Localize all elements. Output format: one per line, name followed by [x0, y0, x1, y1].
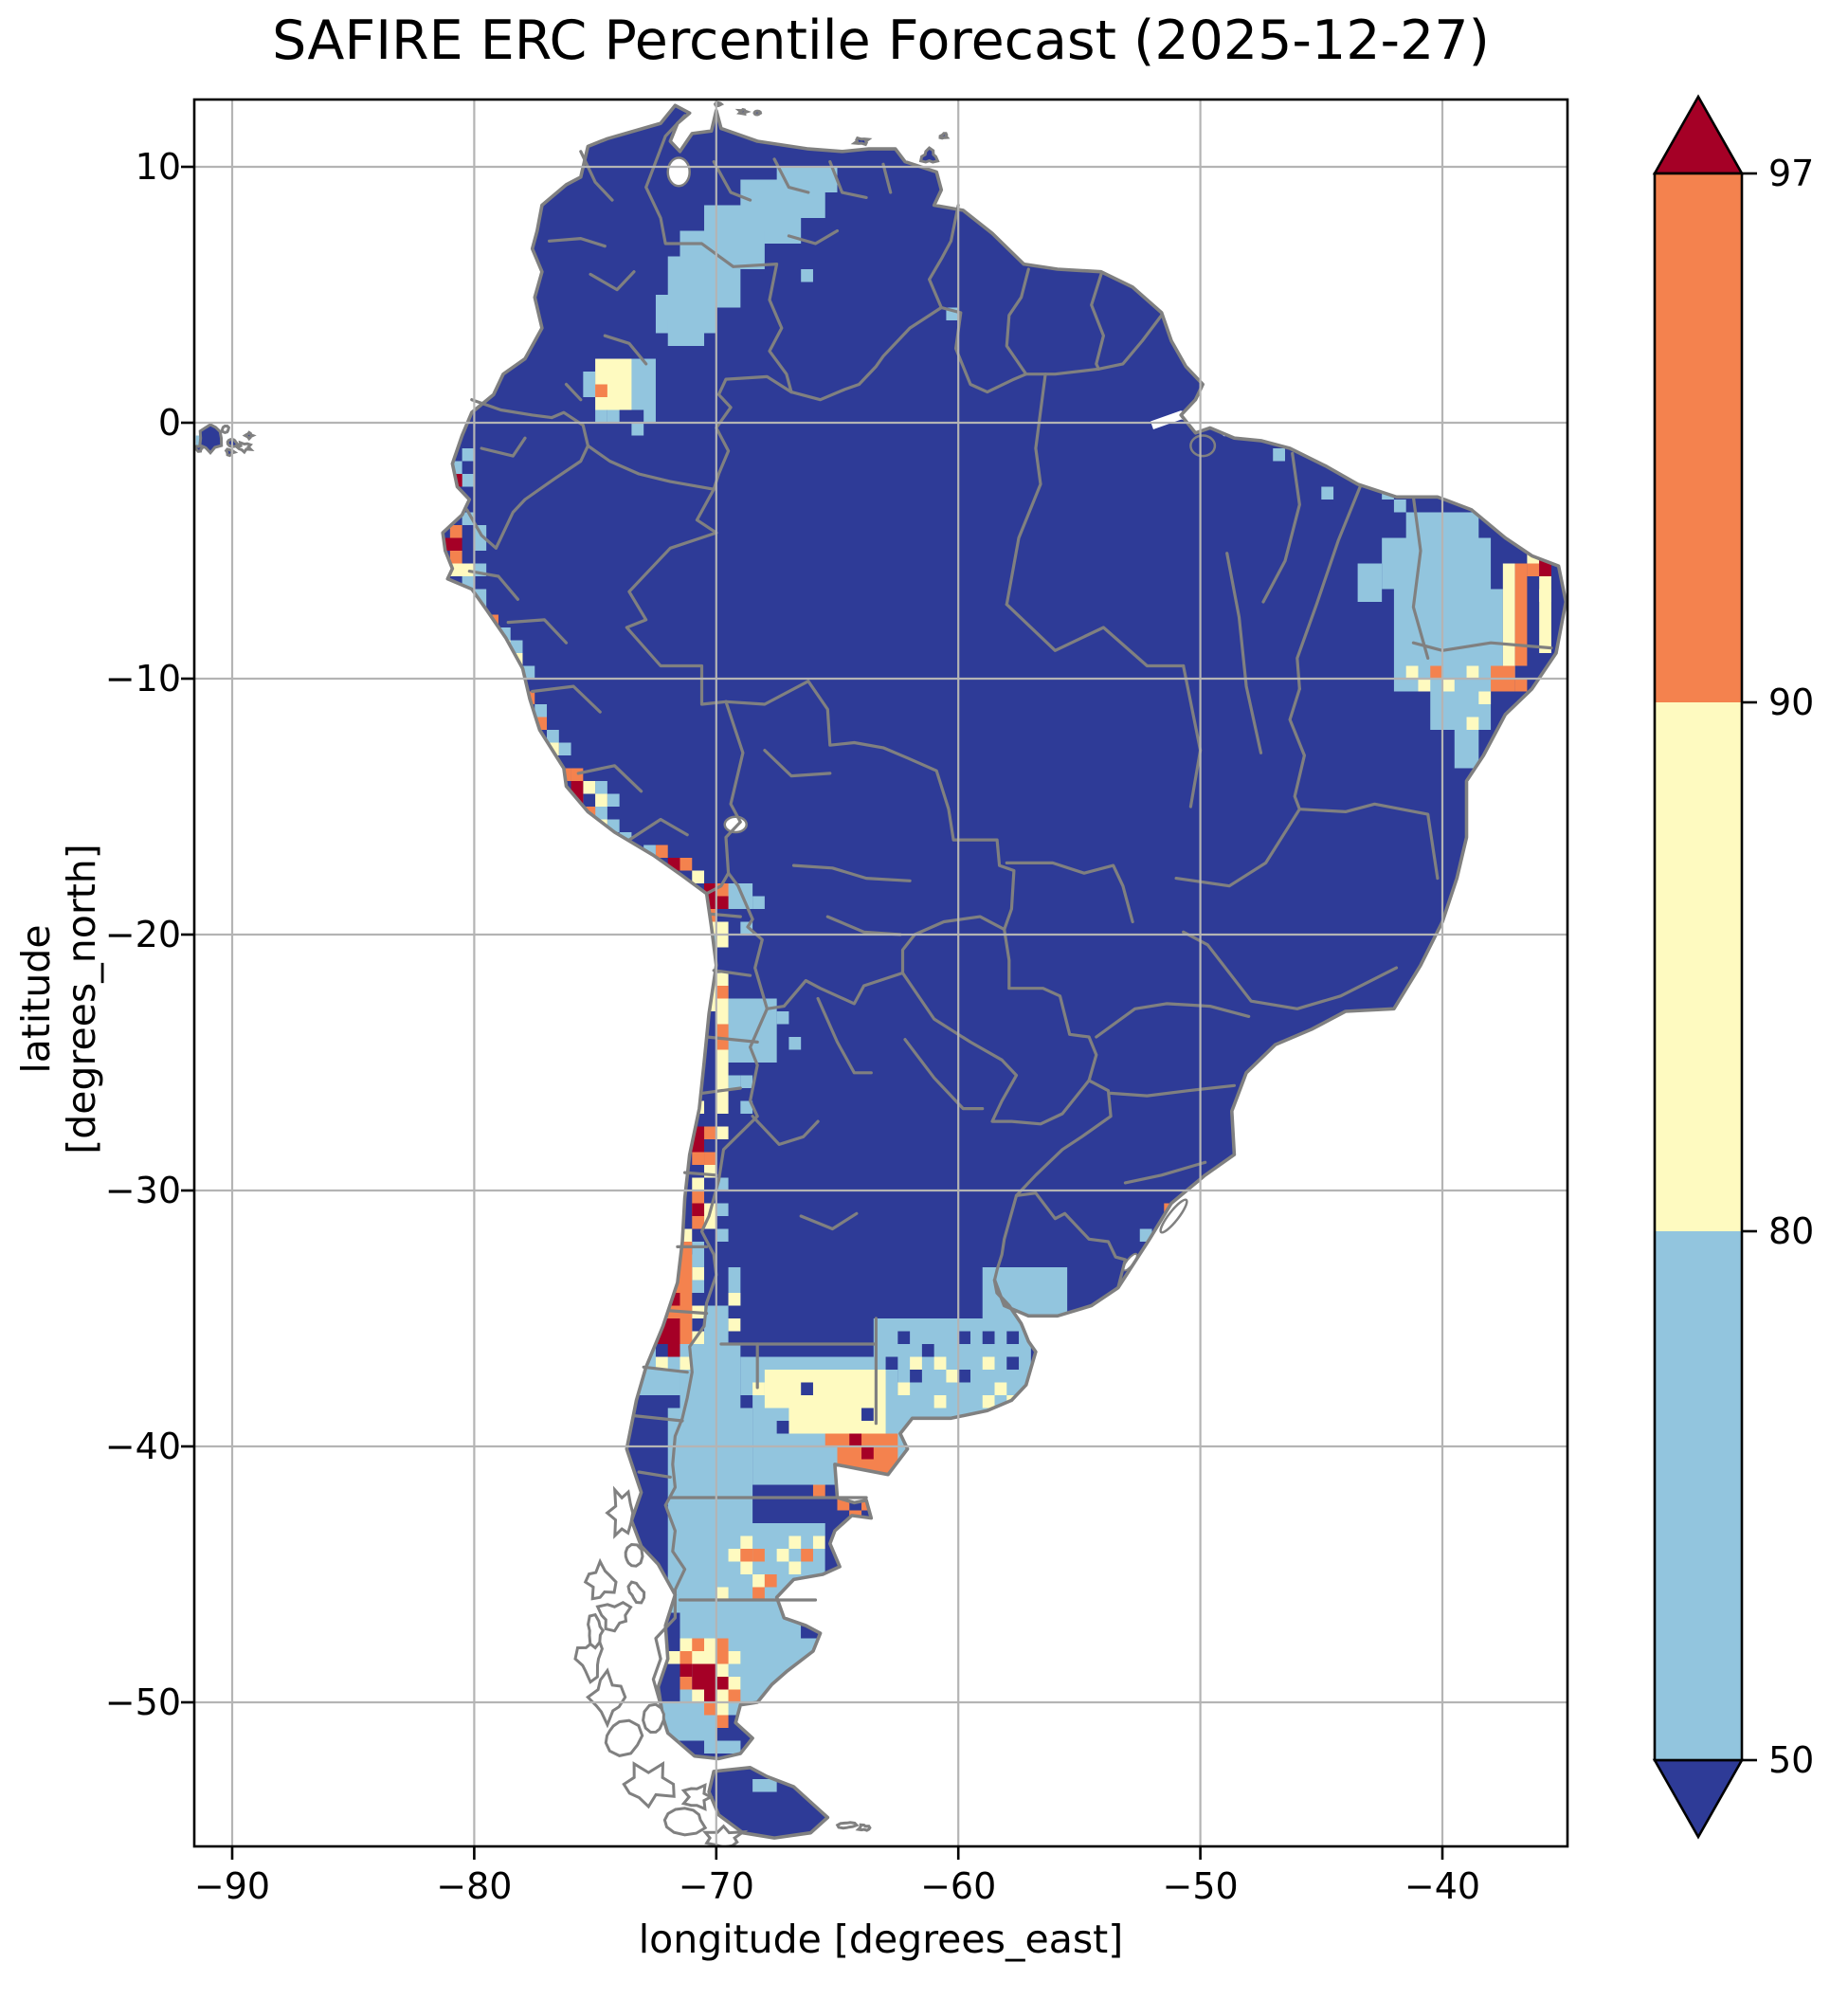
colorbar-tick-label: 97	[1768, 153, 1815, 194]
x-tick-label: −70	[678, 1865, 754, 1907]
y-tick-label: −20	[104, 914, 181, 955]
no-data-islands	[194, 100, 951, 1846]
x-tick-label: −90	[193, 1865, 271, 1907]
colorbar-tick-label: 80	[1768, 1210, 1815, 1252]
map-area	[194, 100, 1567, 1846]
axis-ticks	[181, 165, 1444, 1860]
y-tick-label: −10	[104, 658, 181, 700]
y-tick-label: −30	[104, 1170, 181, 1211]
colorbar-extend-max	[1652, 94, 1745, 175]
colorbar-tick-label: 90	[1768, 681, 1815, 723]
plot-title: SAFIRE ERC Percentile Forecast (2025-12-…	[272, 9, 1490, 72]
admin-borders	[465, 114, 1553, 1722]
x-tick-label: −50	[1162, 1865, 1239, 1907]
colorbar	[1652, 94, 1757, 1840]
colorbar-extend-min	[1652, 1758, 1745, 1840]
x-tick-label: −80	[436, 1865, 513, 1907]
colorbar-tick-label: 50	[1768, 1739, 1815, 1781]
x-axis-label: longitude [degrees_east]	[638, 1917, 1124, 1962]
gridlines	[194, 100, 1567, 1846]
y-tick-label: −40	[104, 1426, 181, 1467]
y-tick-label: 10	[135, 146, 181, 188]
x-tick-label: −60	[920, 1865, 997, 1907]
y-tick-label: 0	[157, 402, 181, 444]
plot-frame	[192, 98, 1569, 1848]
y-tick-label: −50	[104, 1681, 181, 1723]
x-tick-label: −40	[1404, 1865, 1481, 1907]
y-axis-label: latitude [degrees_north]	[13, 844, 104, 1154]
